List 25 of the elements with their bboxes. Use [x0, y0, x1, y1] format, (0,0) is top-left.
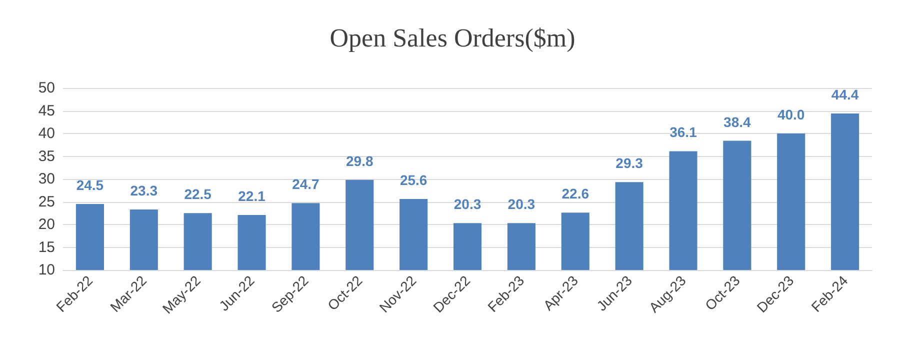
data-label: 22.1 — [238, 188, 266, 204]
chart-title: Open Sales Orders($m) — [330, 24, 576, 52]
data-label: 24.7 — [292, 176, 320, 192]
y-tick-label: 25 — [38, 193, 55, 210]
data-label: 40.0 — [777, 106, 805, 122]
data-label: 20.3 — [508, 196, 536, 212]
data-label: 20.3 — [454, 196, 482, 212]
y-tick-label: 10 — [38, 262, 55, 278]
data-label: 22.6 — [562, 186, 590, 202]
y-tick-label: 40 — [38, 125, 55, 142]
data-label: 24.5 — [76, 177, 104, 194]
data-label: 29.8 — [346, 152, 374, 169]
y-tick-label: 50 — [38, 80, 55, 96]
data-label: 36.1 — [670, 124, 698, 140]
data-label: 38.4 — [724, 114, 752, 130]
y-tick-label: 30 — [38, 170, 55, 188]
data-label: 44.4 — [831, 86, 859, 102]
y-tick-label: 15 — [38, 238, 55, 256]
data-label: 23.3 — [130, 182, 158, 198]
y-tick-label: 45 — [38, 102, 55, 120]
data-label: 22.5 — [184, 186, 212, 202]
data-label: 25.6 — [400, 172, 428, 188]
y-tick-label: 35 — [38, 148, 55, 165]
y-tick-label: 20 — [38, 216, 55, 233]
data-label: 29.3 — [616, 155, 644, 172]
